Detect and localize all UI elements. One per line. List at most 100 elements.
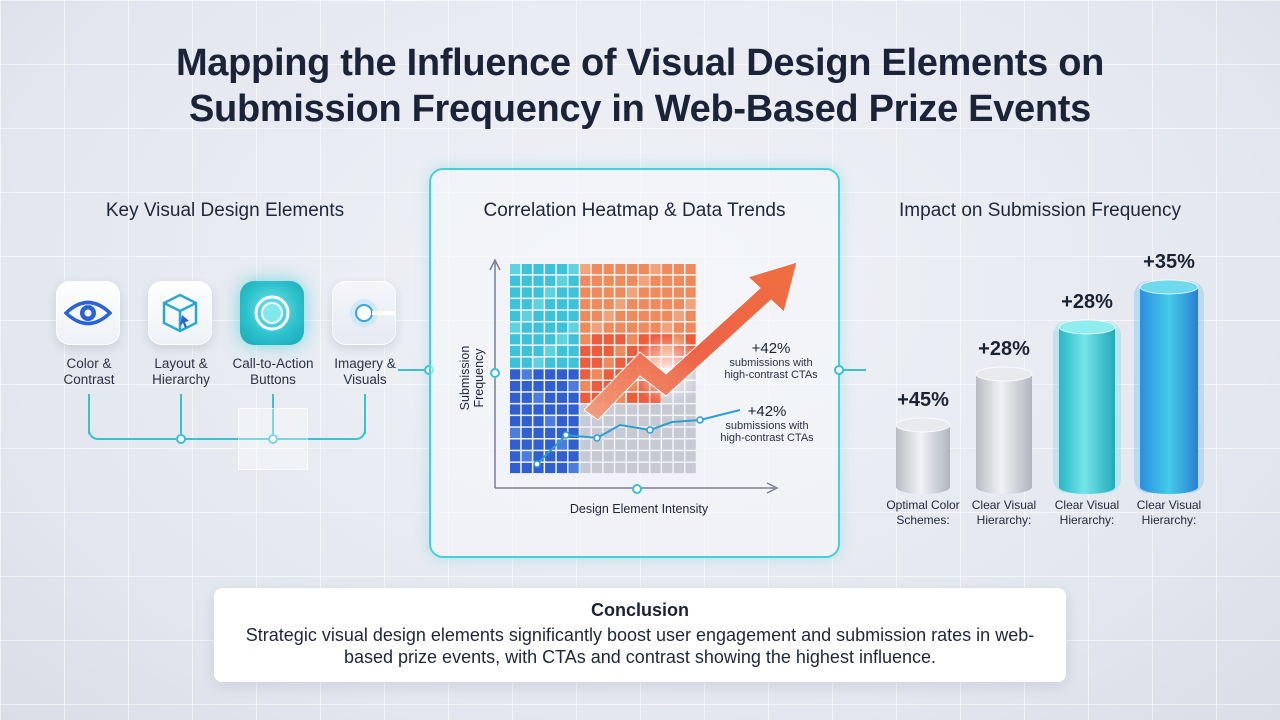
heatmap-cell — [556, 264, 567, 275]
heatmap-cell — [615, 334, 626, 345]
heatmap-cell — [568, 392, 579, 403]
heatmap-cell — [521, 462, 532, 474]
heatmap-cell — [580, 439, 591, 450]
heatmap-cell — [556, 404, 567, 415]
y-axis-label: Submission Frequency — [458, 345, 486, 411]
heatmap-cell — [580, 264, 591, 275]
heatmap-cell — [556, 427, 567, 438]
layout-hierarchy-tile — [148, 281, 212, 345]
heatmap-cell — [662, 404, 673, 415]
heatmap-cell — [556, 416, 567, 427]
heatmap-cell — [510, 264, 521, 275]
bar-value-label: +35% — [1143, 251, 1195, 273]
heatmap-cell — [568, 451, 579, 462]
heatmap-cell — [603, 427, 614, 438]
key-elements-title: Key Visual Design Elements — [105, 200, 345, 221]
heatmap-cell — [556, 439, 567, 450]
heatmap-cell — [662, 451, 673, 462]
heatmap-cell — [685, 310, 696, 321]
heatmap-cell — [510, 345, 521, 357]
heatmap-cell — [521, 427, 532, 438]
heatmap-cell — [521, 416, 532, 427]
heatmap-cell — [533, 369, 544, 380]
heatmap-cell — [545, 381, 556, 392]
heatmap-cell — [510, 416, 521, 427]
heatmap-cell — [685, 439, 696, 450]
heatmap-cell — [627, 439, 638, 450]
heatmap-cell — [533, 462, 544, 474]
heatmap-cell — [568, 264, 579, 275]
heatmap-cell — [545, 334, 556, 345]
heatmap-cell — [650, 299, 661, 310]
heatmap-cell — [556, 345, 567, 357]
heatmap-cell — [638, 439, 649, 450]
heatmap-cell — [533, 451, 544, 462]
heatmap-cell — [591, 369, 603, 380]
label-color-contrast: Color & Contrast — [63, 356, 115, 387]
bar-category-label: Optimal Color Schemes: — [886, 498, 960, 527]
heatmap-cell — [603, 357, 614, 368]
heatmap-cell — [510, 369, 521, 380]
heatmap-cell — [627, 310, 638, 321]
heatmap-cell — [568, 462, 579, 474]
heatmap-cell — [556, 310, 567, 321]
heatmap-cell — [521, 322, 532, 333]
conclusion-text: Strategic visual design elements signifi… — [245, 625, 1035, 667]
heatmap-cell — [603, 369, 614, 380]
heatmap-cell — [521, 287, 532, 298]
heatmap-cell — [662, 322, 673, 333]
heatmap-cell — [545, 275, 556, 286]
heatmap-cell — [603, 416, 614, 427]
heatmap-cell — [591, 334, 603, 345]
heatmap-cell — [615, 264, 626, 275]
heatmap-cell — [627, 451, 638, 462]
annotation-1: +42% submissions with high-contrast CTAs — [716, 340, 826, 381]
heatmap-cell — [603, 345, 614, 357]
label-imagery-visuals: Imagery & Visuals — [334, 356, 396, 387]
heatmap-cell — [638, 427, 649, 438]
heatmap-cell — [673, 439, 684, 450]
page-title-line-2: Submission Frequency in Web-Based Prize … — [189, 88, 1091, 130]
heatmap-cell — [510, 310, 521, 321]
heatmap-cell — [556, 322, 567, 333]
heatmap-cell — [627, 264, 638, 275]
heatmap-cell — [521, 345, 532, 357]
bar-value-label: +45% — [897, 389, 949, 411]
heatmap-cell — [556, 369, 567, 380]
heatmap-cell — [638, 404, 649, 415]
annotation-1-line1: submissions with — [729, 357, 813, 369]
heatmap-cell — [591, 322, 603, 333]
heatmap-cell — [521, 334, 532, 345]
annotation-2: +42% submissions with high-contrast CTAs — [712, 403, 822, 444]
heatmap-cell — [603, 334, 614, 345]
heatmap-title: Correlation Heatmap & Data Trends — [483, 200, 786, 221]
heatmap-cell — [545, 416, 556, 427]
conclusion-title: Conclusion — [591, 600, 689, 620]
heatmap-cell — [685, 287, 696, 298]
heatmap-cell — [638, 451, 649, 462]
annotation-2-line1: submissions with — [725, 420, 809, 432]
heatmap-cell — [580, 322, 591, 333]
heatmap-cell — [662, 299, 673, 310]
heatmap-cell — [568, 381, 579, 392]
heatmap-cell — [673, 462, 684, 474]
conclusion-box: Conclusion Strategic visual design eleme… — [214, 588, 1066, 682]
heatmap-cell — [568, 357, 579, 368]
heatmap-cell — [556, 451, 567, 462]
heatmap-cell — [627, 275, 638, 286]
heatmap-cell — [673, 310, 684, 321]
heatmap-cell — [568, 427, 579, 438]
heatmap-cell — [580, 275, 591, 286]
heatmap-cell — [638, 275, 649, 286]
heatmap-cell — [591, 287, 603, 298]
heatmap-cell — [591, 451, 603, 462]
heatmap-cell — [615, 299, 626, 310]
heatmap-cell — [568, 404, 579, 415]
heatmap-cell — [533, 310, 544, 321]
heatmap-cell — [580, 310, 591, 321]
heatmap-cell — [685, 264, 696, 275]
heatmap-cell — [603, 310, 614, 321]
heatmap-cell — [603, 451, 614, 462]
heatmap-cell — [662, 462, 673, 474]
bar-category-label: Clear Visual Hierarchy: — [971, 498, 1037, 527]
